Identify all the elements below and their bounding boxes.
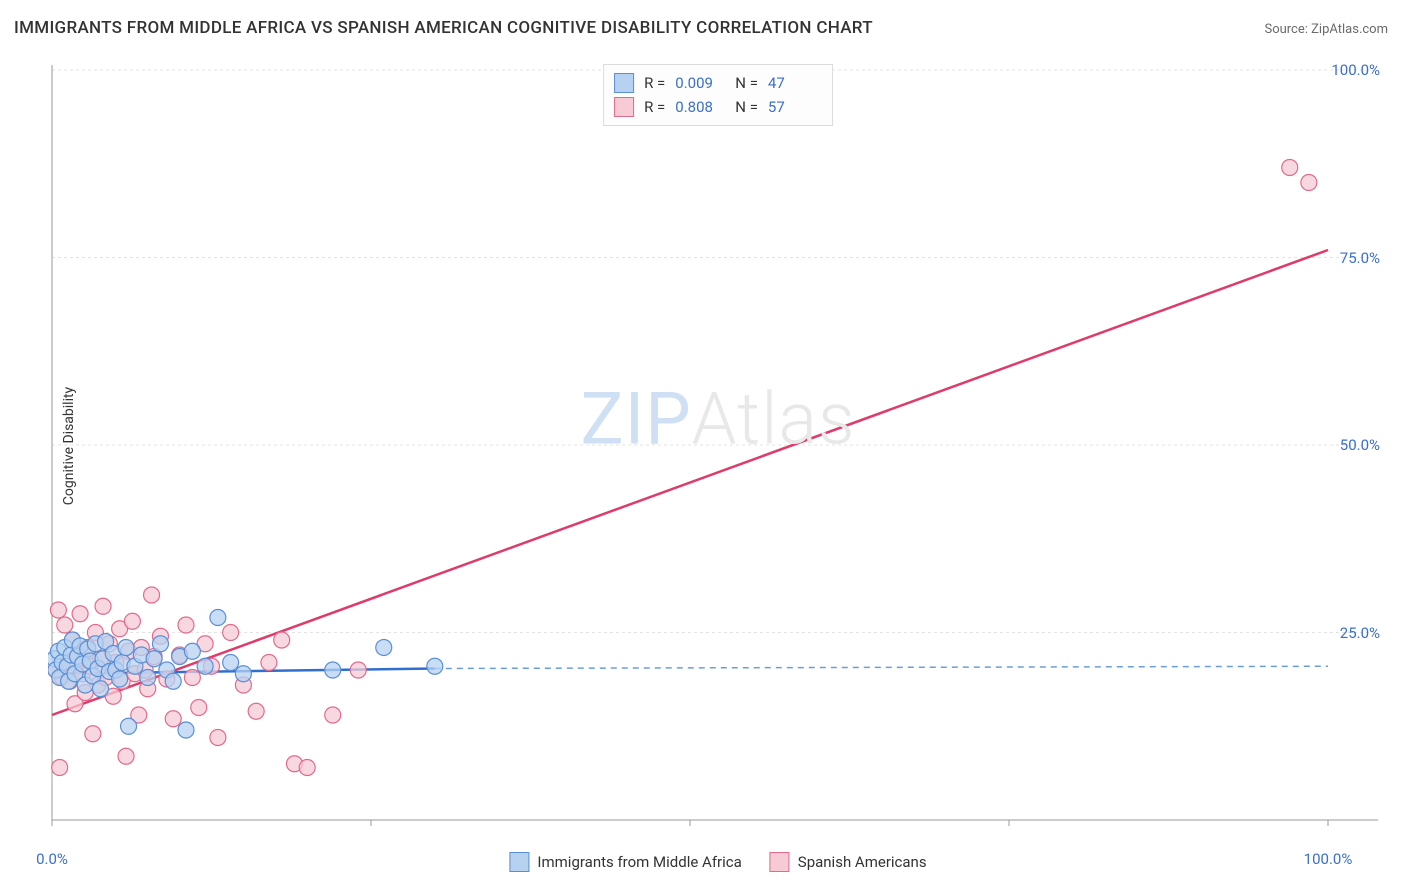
source-link[interactable]: ZipAtlas.com	[1311, 22, 1388, 37]
n-value-0: 47	[768, 71, 818, 95]
y-tick-label: 75.0%	[1340, 249, 1380, 267]
legend-item-0: Immigrants from Middle Africa	[509, 852, 741, 872]
r-value-0: 0.009	[675, 71, 725, 95]
scatter-plot	[48, 60, 1388, 840]
x-tick-label: 100.0%	[1304, 850, 1353, 868]
r-label: R =	[644, 95, 665, 119]
source-prefix: Source:	[1264, 22, 1311, 37]
r-value-1: 0.808	[675, 95, 725, 119]
y-tick-label: 25.0%	[1340, 624, 1380, 642]
legend-swatch-pink	[770, 852, 790, 872]
source-attribution: Source: ZipAtlas.com	[1264, 22, 1388, 37]
chart-title: IMMIGRANTS FROM MIDDLE AFRICA VS SPANISH…	[14, 18, 873, 38]
n-value-1: 57	[768, 95, 818, 119]
series-legend: Immigrants from Middle Africa Spanish Am…	[509, 852, 926, 872]
legend-item-1: Spanish Americans	[770, 852, 927, 872]
correlation-legend: R = 0.009 N = 47 R = 0.808 N = 57	[603, 64, 833, 126]
legend-row-series-0: R = 0.009 N = 47	[614, 71, 818, 95]
legend-swatch-blue	[509, 852, 529, 872]
x-tick-label: 0.0%	[36, 850, 68, 868]
chart-area: ZIPAtlas R = 0.009 N = 47 R = 0.808 N = …	[48, 60, 1388, 840]
y-tick-label: 50.0%	[1340, 436, 1380, 454]
legend-label-1: Spanish Americans	[798, 853, 927, 871]
legend-swatch-blue	[614, 73, 634, 93]
n-label: N =	[735, 95, 758, 119]
legend-row-series-1: R = 0.808 N = 57	[614, 95, 818, 119]
r-label: R =	[644, 71, 665, 95]
legend-label-0: Immigrants from Middle Africa	[537, 853, 741, 871]
legend-swatch-pink	[614, 97, 634, 117]
n-label: N =	[735, 71, 758, 95]
y-tick-label: 100.0%	[1331, 61, 1380, 79]
